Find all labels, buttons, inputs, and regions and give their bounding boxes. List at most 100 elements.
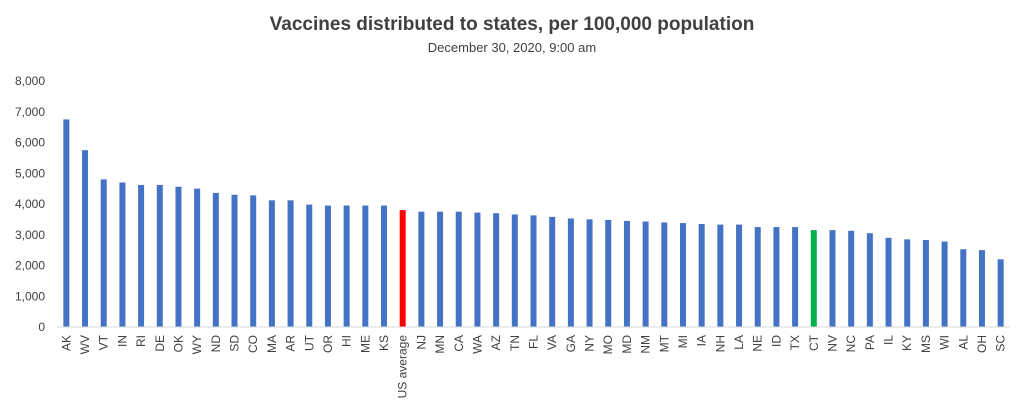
- y-tick-label: 2,000: [15, 259, 45, 273]
- bar: [754, 227, 761, 327]
- bar: [362, 205, 369, 327]
- x-tick-label: TN: [508, 335, 522, 351]
- bar: [960, 249, 967, 327]
- bar: [773, 227, 780, 327]
- x-tick-label: SC: [994, 335, 1008, 352]
- bar: [623, 220, 630, 327]
- bar: [324, 205, 331, 327]
- y-tick-label: 1,000: [15, 289, 45, 303]
- x-tick-label: IN: [115, 335, 129, 347]
- x-tick-label: RI: [134, 335, 148, 347]
- bar: [549, 216, 556, 327]
- y-tick-label: 3,000: [15, 228, 45, 242]
- x-tick-label: NY: [583, 335, 597, 352]
- x-tick-label: KY: [900, 335, 914, 351]
- x-tick-label: US average: [396, 335, 410, 399]
- x-tick-label: WI: [938, 335, 952, 350]
- bar: [250, 195, 257, 327]
- bar: [810, 230, 817, 327]
- x-tick-label: FL: [527, 335, 541, 349]
- bar: [679, 223, 686, 327]
- bar: [212, 192, 219, 327]
- x-tick-label: WV: [78, 335, 92, 354]
- x-tick-label: AK: [59, 335, 73, 351]
- bar: [698, 223, 705, 327]
- x-tick-label: HI: [340, 335, 354, 347]
- x-tick-label: ID: [769, 335, 783, 347]
- bar: [63, 119, 70, 327]
- bar: [904, 239, 911, 327]
- x-tick-label: IL: [882, 335, 896, 345]
- bar: [642, 221, 649, 327]
- x-tick-label: NM: [639, 335, 653, 354]
- x-tick-label: GA: [564, 335, 578, 352]
- x-tick-label: MD: [620, 335, 634, 354]
- bar: [717, 224, 724, 327]
- x-tick-label: ME: [358, 335, 372, 353]
- x-tick-label: NC: [844, 335, 858, 353]
- x-tick-label: ND: [209, 335, 223, 353]
- bar: [848, 230, 855, 327]
- x-tick-label: MA: [265, 335, 279, 353]
- x-tick-label: CO: [246, 335, 260, 353]
- x-tick-label: MS: [919, 335, 933, 353]
- bar: [511, 214, 518, 327]
- bar: [287, 200, 294, 327]
- bar: [268, 200, 275, 327]
- x-tick-label: OR: [321, 335, 335, 353]
- bar: [381, 205, 388, 327]
- bar: [736, 224, 743, 327]
- x-tick-label: KS: [377, 335, 391, 351]
- x-tick-label: WY: [190, 335, 204, 354]
- y-tick-label: 5,000: [15, 166, 45, 180]
- x-tick-label: NJ: [414, 335, 428, 350]
- y-tick-label: 6,000: [15, 136, 45, 150]
- y-axis: 0 1,000 2,000 3,000 4,000 5,000 6,000 7,000 8,00…: [15, 74, 45, 334]
- bar: [829, 230, 836, 327]
- x-tick-label: MO: [601, 335, 615, 354]
- x-tick-label: LA: [732, 335, 746, 350]
- bar: [138, 184, 145, 327]
- bars: [63, 119, 1004, 327]
- y-tick-label: 0: [38, 320, 45, 334]
- bar: [100, 179, 107, 327]
- bar: [418, 211, 425, 327]
- x-tick-label: IA: [695, 335, 709, 346]
- bar: [231, 194, 238, 327]
- y-tick-label: 7,000: [15, 105, 45, 119]
- bar: [661, 222, 668, 327]
- x-tick-label: AL: [956, 335, 970, 350]
- x-tick-label: CT: [807, 334, 821, 351]
- bar: [175, 186, 182, 327]
- bar: [82, 150, 89, 327]
- bar: [922, 239, 929, 327]
- x-axis-labels: AK WV VT IN RI DE OK WY ND SD CO MA AR UT OR HI ME KS US a…: [59, 334, 1007, 398]
- bar: [306, 204, 313, 327]
- y-tick-label: 8,000: [15, 74, 45, 88]
- bar: [866, 233, 873, 327]
- bar: [493, 213, 500, 327]
- x-tick-label: VA: [545, 335, 559, 350]
- x-tick-label: MT: [657, 334, 671, 352]
- bar: [567, 218, 574, 327]
- x-tick-label: CA: [452, 335, 466, 352]
- x-tick-label: MI: [676, 335, 690, 348]
- bar: [885, 237, 892, 327]
- x-tick-label: WA: [470, 335, 484, 354]
- x-tick-label: NH: [713, 335, 727, 352]
- x-tick-label: AZ: [489, 335, 503, 350]
- x-tick-label: TX: [788, 335, 802, 350]
- x-tick-label: UT: [302, 334, 316, 351]
- x-tick-label: NE: [751, 335, 765, 352]
- x-tick-label: PA: [863, 335, 877, 350]
- x-tick-label: OH: [975, 335, 989, 353]
- x-tick-label: DE: [153, 335, 167, 352]
- bar: [399, 210, 406, 327]
- x-tick-label: SD: [228, 335, 242, 352]
- bar: [437, 211, 444, 327]
- bar: [997, 259, 1004, 327]
- bar: [455, 211, 462, 327]
- bar: [119, 182, 126, 327]
- bar: [530, 215, 537, 327]
